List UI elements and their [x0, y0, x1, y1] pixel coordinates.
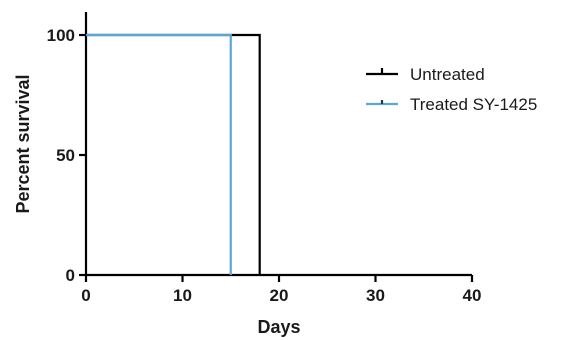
x-ticks: 0 10 20 30 40: [81, 275, 481, 305]
series-line-untreated: [86, 33, 261, 275]
x-tick-label: 40: [463, 286, 482, 305]
legend-label-treated: Treated SY-1425: [410, 95, 537, 114]
x-tick-label: 0: [81, 286, 90, 305]
x-tick-label: 10: [173, 286, 192, 305]
y-tick-label: 50: [56, 146, 75, 165]
legend-label-untreated: Untreated: [410, 65, 485, 84]
y-axis-title: Percent survival: [13, 74, 33, 213]
x-tick-label: 20: [270, 286, 289, 305]
legend: Untreated Treated SY-1425: [366, 65, 537, 114]
series-line-treated: [86, 33, 232, 275]
y-tick-label: 0: [66, 266, 75, 285]
y-tick-label: 100: [47, 26, 75, 45]
series-layer: [86, 33, 261, 275]
y-ticks: 0 50 100: [47, 26, 86, 285]
x-tick-label: 30: [366, 286, 385, 305]
x-axis-title: Days: [257, 317, 300, 337]
